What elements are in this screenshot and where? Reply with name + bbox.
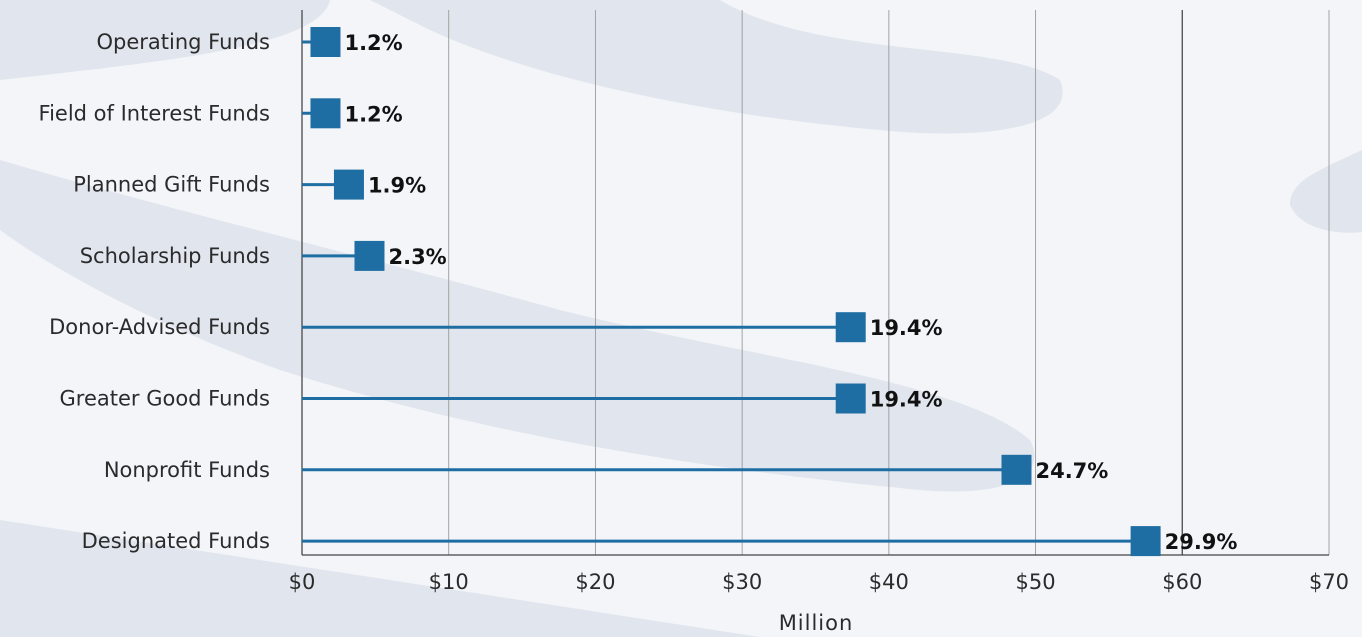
lollipop-marker xyxy=(1130,526,1161,557)
data-label: 29.9% xyxy=(1165,530,1238,554)
category-label: Greater Good Funds xyxy=(60,387,271,411)
category-label: Nonprofit Funds xyxy=(104,458,270,482)
decor-shape xyxy=(0,0,330,80)
x-tick-label: $70 xyxy=(1309,570,1349,594)
decor-shape xyxy=(0,520,760,637)
category-label: Scholarship Funds xyxy=(80,244,270,268)
x-tick-label: $10 xyxy=(429,570,469,594)
lollipop-marks: 1.2% 1.2% 1.9% 2.3% 19.4% 19.4% 24.7% 29.9% xyxy=(302,27,1238,557)
data-label: 19.4% xyxy=(870,316,943,340)
decor-shape xyxy=(370,0,1063,134)
category-labels: Operating Funds Field of Interest Funds Pl… xyxy=(39,30,270,553)
x-axis-title: Million xyxy=(779,611,854,635)
data-label: 1.2% xyxy=(344,31,402,55)
x-tick-label: $40 xyxy=(869,570,909,594)
lollipop-marker xyxy=(310,98,341,129)
data-label: 1.9% xyxy=(368,174,426,198)
lollipop-marker xyxy=(354,240,385,271)
lollipop-marker xyxy=(1001,454,1032,485)
x-tick-label: $20 xyxy=(575,570,615,594)
lollipop-marker xyxy=(310,27,341,57)
category-label: Designated Funds xyxy=(82,529,270,553)
x-tick-label: $30 xyxy=(722,570,762,594)
category-label: Field of Interest Funds xyxy=(39,101,270,125)
decor-shape xyxy=(1290,150,1362,233)
x-tick-label: $60 xyxy=(1162,570,1202,594)
x-tick-label: $0 xyxy=(289,570,316,594)
data-label: 2.3% xyxy=(388,245,446,269)
category-label: Planned Gift Funds xyxy=(73,173,270,197)
category-label: Operating Funds xyxy=(97,30,271,54)
lollipop-marker xyxy=(333,169,364,200)
data-label: 1.2% xyxy=(344,102,402,126)
lollipop-marker xyxy=(835,312,866,343)
x-axis-ticks: $0 $10 $20 $30 $40 $50 $60 $70 xyxy=(289,570,1349,594)
x-tick-label: $50 xyxy=(1016,570,1056,594)
data-label: 24.7% xyxy=(1035,459,1108,483)
data-label: 19.4% xyxy=(870,388,943,412)
lollipop-marker xyxy=(835,383,866,414)
category-label: Donor-Advised Funds xyxy=(49,315,270,339)
